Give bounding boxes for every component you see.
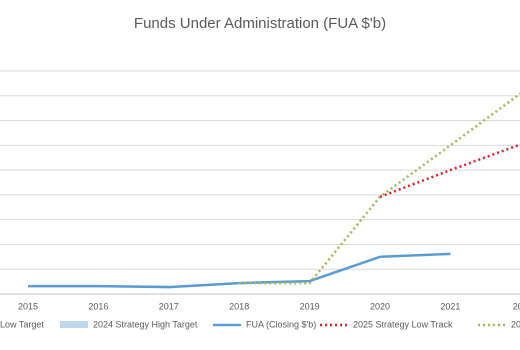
- series-line: [239, 92, 520, 285]
- legend-label: Low Target: [0, 319, 44, 329]
- x-tick-label: 2021: [440, 301, 460, 311]
- legend-label: 20: [511, 319, 520, 329]
- x-tick-label: 20: [513, 301, 520, 311]
- x-tick-label: 2019: [300, 301, 320, 311]
- series-line: [379, 143, 520, 199]
- legend-label: FUA (Closing $'b): [246, 319, 316, 329]
- legend-marker: [60, 321, 88, 328]
- x-tick-label: 2018: [229, 301, 249, 311]
- legend-label: 2025 Strategy Low Track: [353, 319, 453, 329]
- x-tick-label: 2020: [370, 301, 390, 311]
- x-tick-label: 2015: [18, 301, 38, 311]
- x-tick-label: 2016: [88, 301, 108, 311]
- x-tick-label: 2017: [159, 301, 179, 311]
- legend-label: 2024 Strategy High Target: [93, 319, 198, 329]
- chart-title: Funds Under Administration (FUA $'b): [134, 15, 386, 32]
